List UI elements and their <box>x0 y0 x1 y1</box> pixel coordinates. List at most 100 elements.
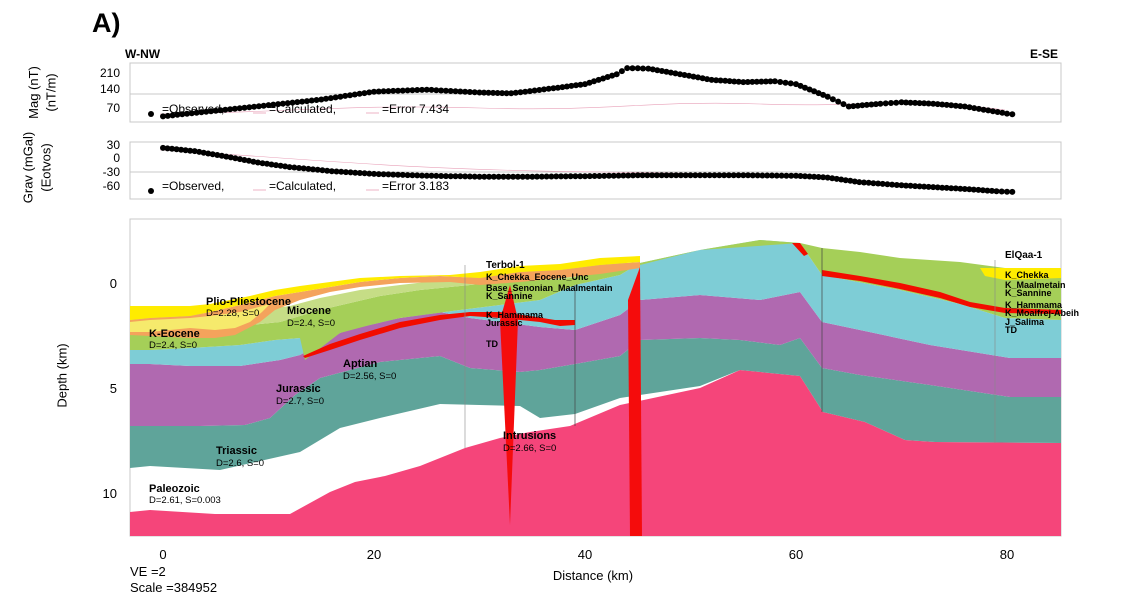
mag-observed-point <box>299 98 306 105</box>
mag-observed-point <box>934 101 941 108</box>
well-terbol-name: Terbol-1 <box>486 260 525 271</box>
mag-observed-point <box>323 95 329 102</box>
mag-observed-point <box>184 110 190 117</box>
grav-observed-point <box>187 147 194 154</box>
mag-observed-point <box>613 71 620 78</box>
layer-aptian <box>303 312 575 358</box>
x-tick-label: 80 <box>1000 547 1014 562</box>
grav-observed-point <box>409 172 416 179</box>
mag-observed-point <box>347 92 353 99</box>
unit-name-miocene: Miocene <box>287 305 331 317</box>
mag-observed-point <box>419 86 425 93</box>
mag-observed-point <box>713 77 720 84</box>
grav-observed-point <box>423 172 430 179</box>
grav-observed-point <box>404 172 411 179</box>
grav-observed-point <box>338 168 345 175</box>
mag-observed-point <box>591 78 597 85</box>
mag-observed-point <box>342 92 349 99</box>
layer-miocene <box>130 262 640 338</box>
mag-observed-point <box>485 89 492 96</box>
mag-observed-point <box>767 78 774 85</box>
mag-observed-point <box>366 89 373 96</box>
grav-observed-point <box>639 172 646 179</box>
mag-observed-point <box>160 113 166 120</box>
mag-panel-frame <box>129 62 1062 123</box>
layer-plio <box>130 256 640 320</box>
mag-observed-point <box>815 90 822 97</box>
grav-observed-point <box>352 169 359 176</box>
unit-params-keocene: D=2.4, S=0 <box>149 340 197 351</box>
grav-ytick: 0 <box>113 151 120 165</box>
mag-observed-point <box>563 83 570 90</box>
panel-label: A) <box>92 8 121 38</box>
grav-observed-point <box>663 172 670 179</box>
grav-observed-point <box>749 172 756 179</box>
x-axis-title: Distance (km) <box>553 568 633 583</box>
grav-observed-point <box>634 172 641 179</box>
mag-observed-point <box>787 80 794 87</box>
mag-observed-point <box>188 110 195 117</box>
mag-observed-point <box>503 90 510 97</box>
unit-name-intrusions: Intrusions <box>503 430 556 442</box>
grav-observed-points <box>160 144 1016 195</box>
mag-observed-point <box>717 77 724 84</box>
mag-observed-point <box>952 102 959 109</box>
grav-observed-point <box>395 171 401 178</box>
mag-legend-observed-marker <box>148 111 154 117</box>
mag-observed-point <box>531 87 538 94</box>
mag-observed-point <box>164 112 171 119</box>
mag-observed-point <box>882 100 889 107</box>
mag-observed-point <box>802 84 808 91</box>
grav-observed-point <box>993 188 1000 195</box>
mag-observed-point <box>217 107 224 114</box>
grav-observed-point <box>851 178 858 185</box>
grav-observed-point <box>730 172 737 179</box>
grav-observed-point <box>300 165 307 172</box>
grav-ytick: -30 <box>103 165 121 179</box>
grav-observed-point <box>390 171 397 178</box>
grav-observed-point <box>514 173 521 180</box>
grav-observed-point <box>856 179 863 186</box>
mag-observed-point <box>708 76 715 83</box>
grav-observed-point <box>697 172 704 179</box>
grav-observed-point <box>328 168 335 175</box>
well-elqaa-top: K_Maalmetain <box>1005 280 1066 290</box>
grav-observed-point <box>668 172 675 179</box>
mag-observed-point <box>174 111 181 118</box>
mag-observed-point <box>399 87 406 94</box>
layer-basement <box>130 370 1061 536</box>
grav-observed-point <box>706 172 713 179</box>
grav-observed-point <box>572 173 579 180</box>
unit-params-aptian: D=2.56, S=0 <box>343 371 396 382</box>
grav-observed-point <box>907 182 914 189</box>
mag-observed-point <box>699 75 706 82</box>
well-terbol-top: K_Sannine <box>486 291 533 301</box>
grav-observed-point <box>649 172 656 179</box>
grav-observed-point <box>534 173 540 180</box>
mag-observed-point <box>568 82 575 89</box>
mag-observed-point <box>294 99 301 106</box>
section-x-axis: 0 20 40 60 80 <box>159 547 1014 562</box>
grav-observed-point <box>245 157 252 164</box>
grav-observed-point <box>606 172 612 179</box>
mag-observed-point <box>859 102 866 109</box>
grav-observed-point <box>925 183 932 190</box>
grav-observed-point <box>912 183 919 190</box>
mag-observed-point <box>395 87 401 94</box>
grav-observed-point <box>476 173 483 180</box>
grav-observed-point <box>319 167 326 174</box>
grav-observed-point <box>615 172 622 179</box>
grav-observed-point <box>984 187 991 194</box>
mag-observed-point <box>903 99 909 106</box>
well-elqaa-top: TD <box>1005 325 1017 335</box>
grav-observed-point <box>419 172 425 179</box>
x-tick-label: 20 <box>367 547 381 562</box>
mag-observed-point <box>433 87 440 94</box>
mag-observed-point <box>740 79 747 86</box>
mag-observed-point <box>313 97 320 103</box>
well-elqaa-top: J_Salima <box>1005 317 1045 327</box>
direction-left-label: W-NW <box>125 47 161 61</box>
grav-observed-point <box>577 173 584 180</box>
grav-observed-point <box>232 155 239 162</box>
grav-observed-point <box>236 156 243 163</box>
